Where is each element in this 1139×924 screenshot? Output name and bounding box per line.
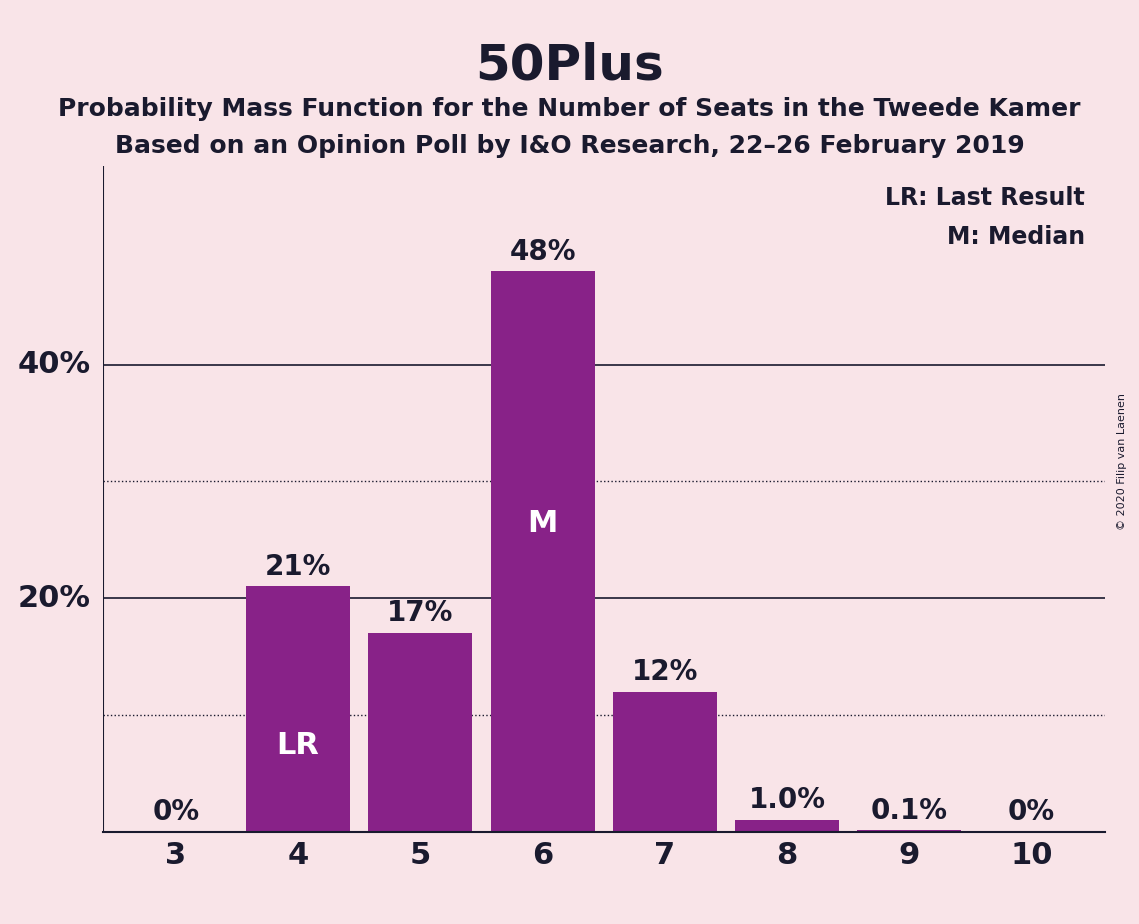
Bar xyxy=(368,633,473,832)
Bar xyxy=(858,831,961,832)
Text: 20%: 20% xyxy=(17,584,90,613)
Text: 40%: 40% xyxy=(17,350,90,379)
Text: Based on an Opinion Poll by I&O Research, 22–26 February 2019: Based on an Opinion Poll by I&O Research… xyxy=(115,134,1024,158)
Text: 0.1%: 0.1% xyxy=(870,796,948,824)
Text: 17%: 17% xyxy=(387,600,453,627)
Bar xyxy=(246,587,350,832)
Text: 12%: 12% xyxy=(632,658,698,686)
Text: 0%: 0% xyxy=(1008,797,1055,826)
Bar xyxy=(613,691,716,832)
Bar xyxy=(491,272,595,832)
Text: 50Plus: 50Plus xyxy=(475,42,664,90)
Text: 21%: 21% xyxy=(265,553,331,580)
Text: 1.0%: 1.0% xyxy=(748,786,826,814)
Text: © 2020 Filip van Laenen: © 2020 Filip van Laenen xyxy=(1117,394,1126,530)
Text: LR: Last Result
M: Median: LR: Last Result M: Median xyxy=(885,187,1084,249)
Text: LR: LR xyxy=(277,731,320,760)
Text: 48%: 48% xyxy=(509,237,576,265)
Text: M: M xyxy=(527,509,558,538)
Text: 0%: 0% xyxy=(153,797,199,826)
Text: Probability Mass Function for the Number of Seats in the Tweede Kamer: Probability Mass Function for the Number… xyxy=(58,97,1081,121)
Bar xyxy=(735,820,839,832)
